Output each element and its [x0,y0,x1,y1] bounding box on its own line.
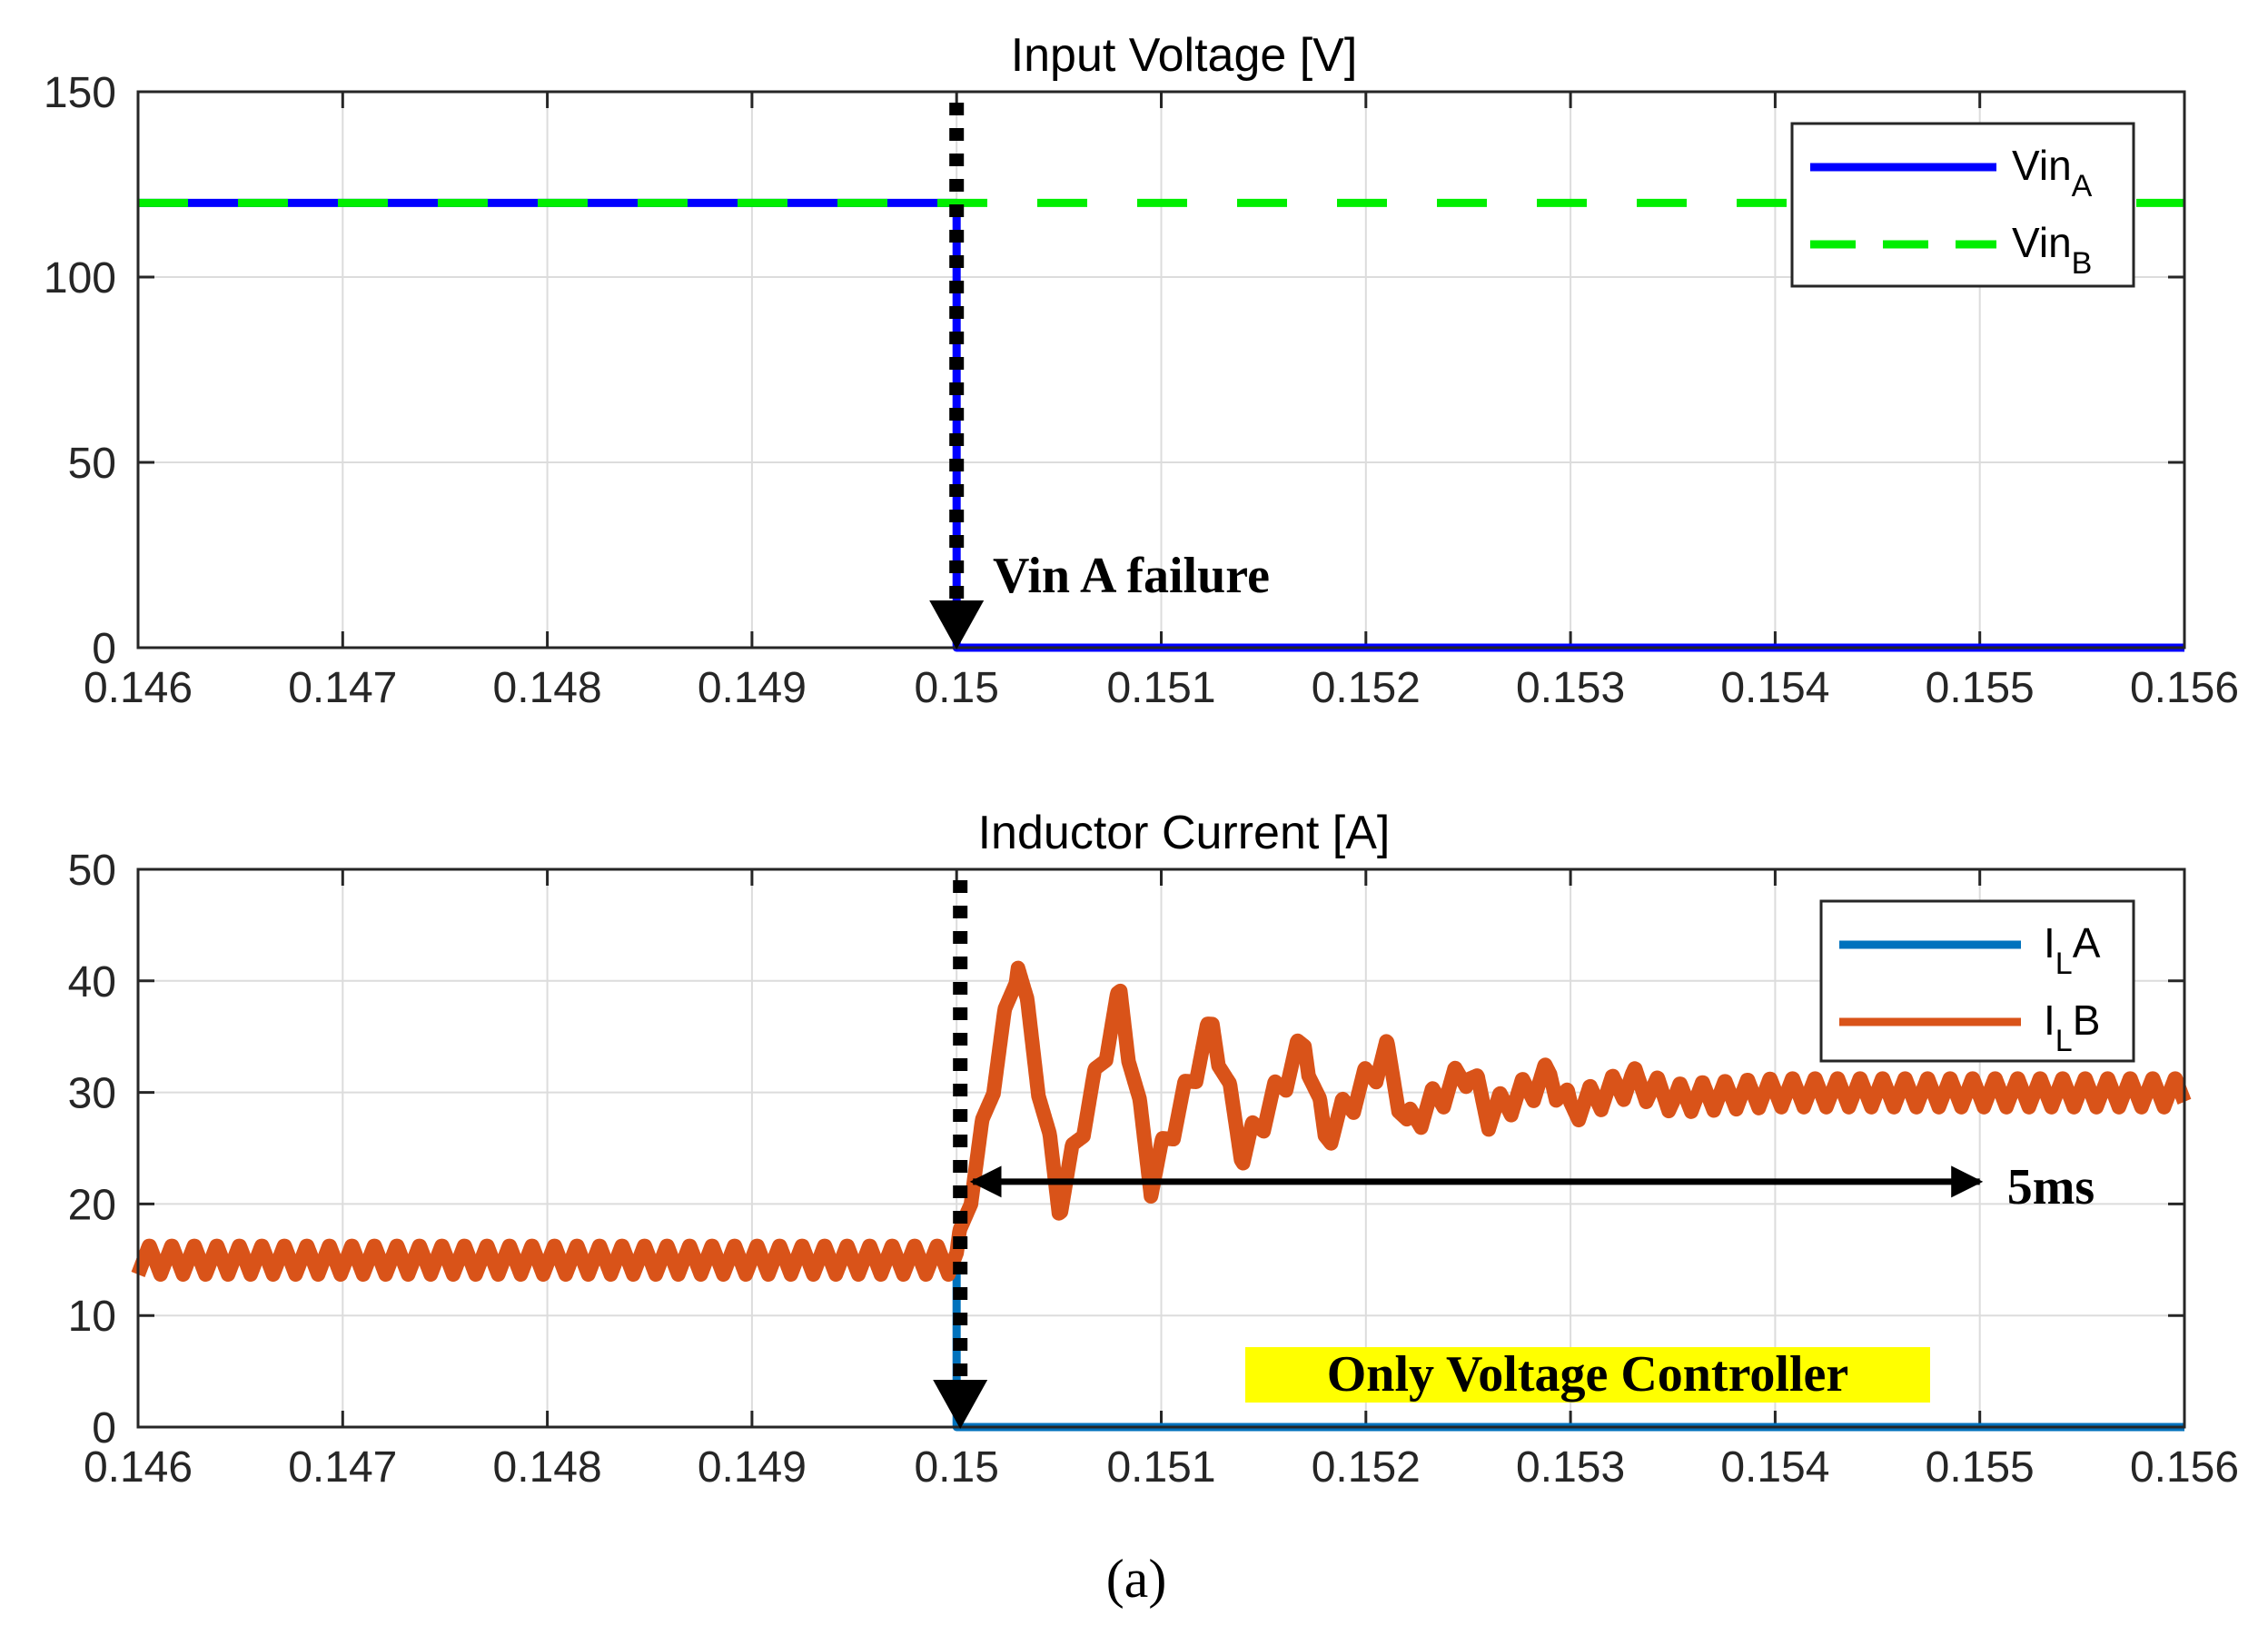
annotation-highlight [1245,1347,1930,1403]
legend-label: ILA [2044,919,2101,981]
legend-box [1790,122,2135,288]
y-tick-label: 40 [68,958,116,1006]
inductor-current-plot: 0.146 0.147 0.148 0.149 0.15 0.151 0.152 0.153 0… [68,807,2239,1492]
x-tick-label: 0.146 [84,1443,193,1492]
arrow-down-icon [933,1380,988,1429]
x-tick-label: 0.152 [1312,1443,1421,1492]
x-tick-label: 0.154 [1720,1443,1829,1492]
x-tick-label: 0.153 [1516,664,1625,712]
series-b-line [131,960,2192,1282]
plot-title: Input Voltage [V] [1011,29,1358,82]
annotation-only-voltage-controller: Only Voltage Controller [1327,1346,1849,1403]
figure-caption: (a) [1106,1549,1167,1609]
arrow-down-icon [929,600,985,649]
x-tick-label: 0.15 [914,1443,998,1492]
legend-box [1819,899,2135,1063]
x-tick-label: 0.148 [493,664,602,712]
y-tick-label: 0 [92,1404,116,1452]
x-tick-label: 0.149 [698,664,807,712]
x-tick-label: 0.155 [1926,1443,2035,1492]
x-tick-label: 0.154 [1720,664,1829,712]
x-tick-label: 0.146 [84,664,193,712]
x-tick-label: 0.156 [2130,664,2239,712]
annotation-vin-a-failure: Vin A failure [993,548,1270,604]
x-tick-label: 0.156 [2130,1443,2239,1492]
y-tick-label: 20 [68,1181,116,1229]
y-tick-label: 100 [44,254,116,302]
x-tick-label: 0.15 [914,664,998,712]
legend-label: VinA [2012,142,2093,203]
x-tick-label: 0.152 [1312,664,1421,712]
x-tick-label: 0.147 [288,1443,397,1492]
x-tick-label: 0.149 [698,1443,807,1492]
legend-label: ILB [2044,996,2100,1058]
y-tick-label: 150 [44,69,116,117]
axes-box [136,90,2186,649]
x-tick-label: 0.151 [1106,1443,1215,1492]
y-tick-label: 50 [68,847,116,895]
input-voltage-plot: 0.146 0.147 0.148 0.149 0.15 0.151 0.152 0.153 0… [44,29,2239,712]
legend-label: VinB [2012,219,2092,281]
plot-title: Inductor Current [A] [978,807,1391,859]
x-tick-label: 0.153 [1516,1443,1625,1492]
x-tick-label: 0.151 [1106,664,1215,712]
annotation-5ms: 5ms [2007,1159,2095,1215]
axes-box [136,868,2186,1429]
x-tick-label: 0.155 [1926,664,2035,712]
y-tick-label: 0 [92,625,116,673]
x-tick-label: 0.148 [493,1443,602,1492]
y-tick-label: 10 [68,1293,116,1341]
x-tick-label: 0.147 [288,664,397,712]
y-tick-label: 50 [68,440,116,488]
y-tick-label: 30 [68,1070,116,1118]
